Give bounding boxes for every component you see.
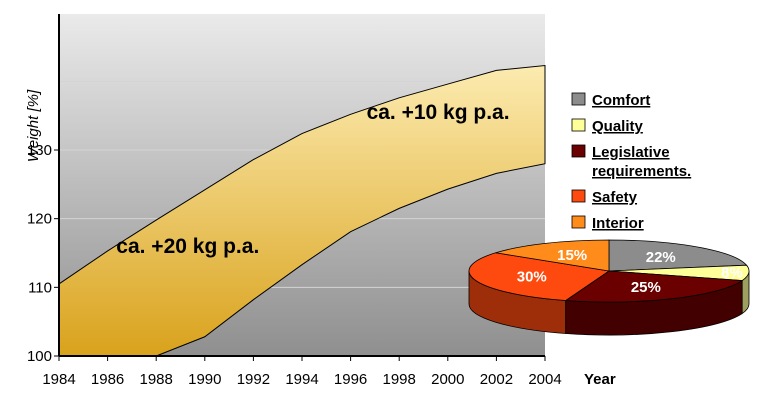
y-tick-label: 130 <box>27 142 52 159</box>
x-tick-label: 2002 <box>480 371 513 388</box>
pie-slice-interior <box>495 239 610 272</box>
y-tick-label: 120 <box>27 211 52 228</box>
x-tick-labels: 1984 1986 1988 1990 1992 1994 1996 1998 2000 2002… <box>42 356 562 388</box>
x-tick-label: 2004 <box>528 371 561 388</box>
pie-slice-legislative-requirements <box>564 270 744 303</box>
legend-label: Legislative <box>592 144 670 161</box>
legend-label-line2: requirements. <box>592 163 691 180</box>
legend-swatch <box>571 144 586 158</box>
x-tick-label: 1988 <box>140 371 173 388</box>
x-tick-label: 1992 <box>237 371 270 388</box>
pie-label-quality: 8% <box>721 265 743 282</box>
annotation-ten-kg: ca. +10 kg p.a. <box>367 101 510 124</box>
pie-label-comfort: 22% <box>646 249 676 266</box>
y-axis-label: Weight [%] <box>25 89 42 162</box>
legend-label: Comfort <box>592 92 650 109</box>
pie-label-interior: 15% <box>557 247 587 264</box>
pie-legend: Comfort Quality Legislative requirements. Sa… <box>571 92 691 232</box>
x-tick-label: 1998 <box>383 371 416 388</box>
x-tick-label: 1996 <box>334 371 367 388</box>
x-axis-label: Year <box>584 371 616 388</box>
legend-label: Safety <box>592 189 638 206</box>
legend-label: Interior <box>592 215 644 232</box>
x-tick-label: 1990 <box>188 371 221 388</box>
y-tick-labels: 100 110 120 130 <box>27 142 59 365</box>
pie-label-safety: 30% <box>517 269 547 286</box>
pie-label-legislative-requirements: 25% <box>631 279 661 296</box>
pie-slice-comfort <box>608 239 748 272</box>
annotation-twenty-kg: ca. +20 kg p.a. <box>116 235 259 258</box>
weight-band-area <box>58 64 546 357</box>
legend-swatch <box>571 215 586 229</box>
y-tick-label: 110 <box>28 279 52 296</box>
legend-swatch <box>571 189 586 203</box>
legend-swatch <box>571 92 586 106</box>
legend-label: Quality <box>592 118 644 135</box>
y-tick-label: 100 <box>27 348 52 365</box>
x-tick-label: 1986 <box>91 371 124 388</box>
x-tick-label: 1984 <box>42 371 75 388</box>
pie-slice-safety <box>468 252 611 301</box>
legend-swatch <box>571 118 586 132</box>
pie-chart: 22% 8% 25% 30% 15% <box>468 239 750 336</box>
x-tick-label: 2000 <box>431 371 464 388</box>
x-tick-label: 1994 <box>285 371 318 388</box>
